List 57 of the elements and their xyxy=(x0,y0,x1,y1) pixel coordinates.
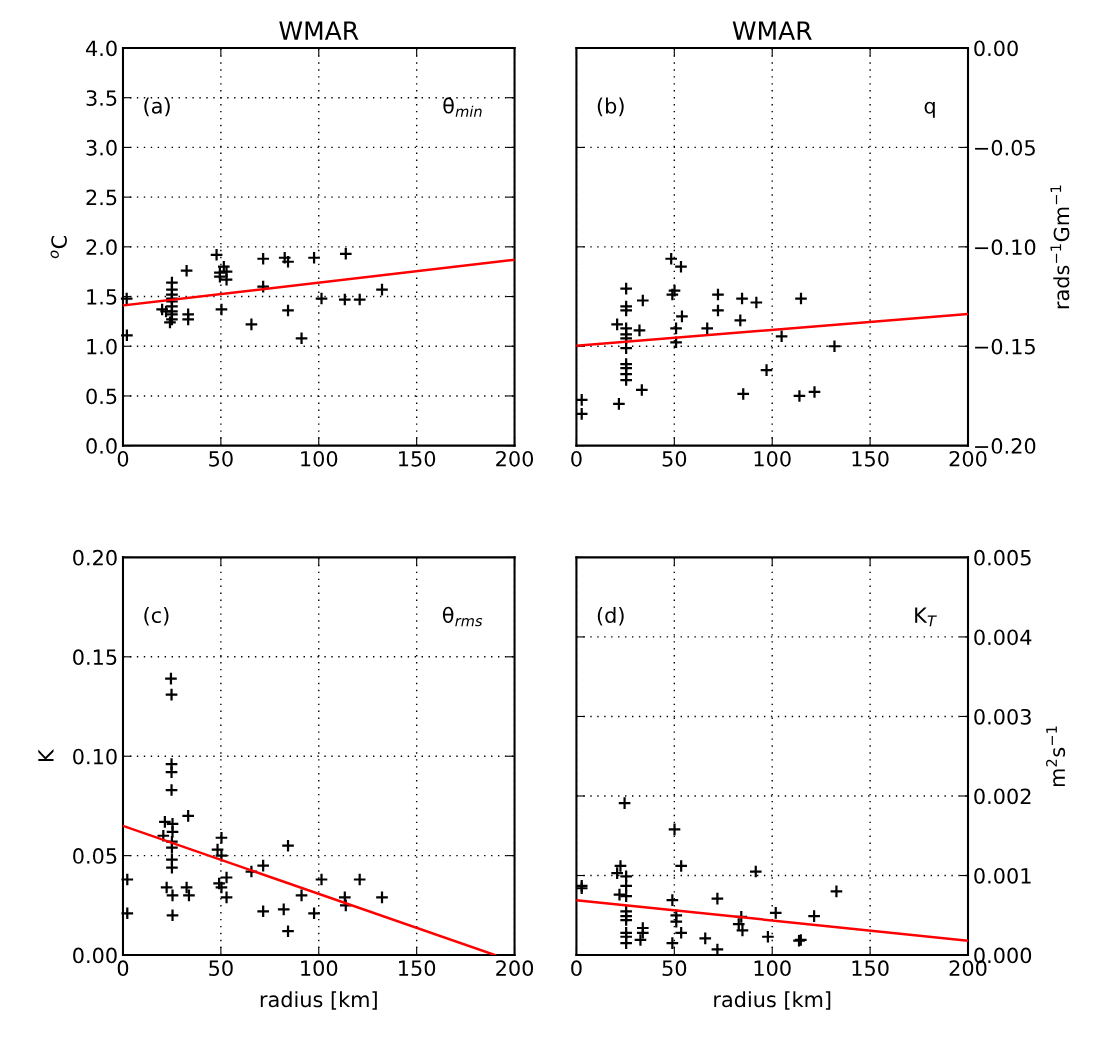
x-tick-label: 0 xyxy=(117,960,129,977)
x-tick-label: 0 xyxy=(117,450,129,467)
x-tick-label: 200 xyxy=(496,960,534,977)
y-tick-label: 1.0 xyxy=(87,338,117,355)
annotation: (b) xyxy=(597,97,624,117)
y-tick-label: 4.0 xyxy=(86,40,117,57)
x-tick-label: 100 xyxy=(754,450,791,467)
y2-axis-title: rads$^{−1}$Gm$^{−1}$ xyxy=(1050,185,1070,309)
x-axis-title: radius [km] xyxy=(714,991,831,1010)
y2-tick-label: 0.004 xyxy=(974,629,1032,646)
y2-tick-label: −0.10 xyxy=(975,239,1036,256)
x-tick-label: 100 xyxy=(301,960,338,977)
y2-tick-label: 0.002 xyxy=(974,788,1031,805)
y-axis-title: $^{o}$C xyxy=(50,235,67,259)
x-tick-label: 150 xyxy=(852,450,889,467)
annotation: θ$_{min}$ xyxy=(443,97,482,117)
y-tick-label: 0.10 xyxy=(73,748,117,765)
annotation: θ$_{rms}$ xyxy=(442,606,483,627)
y-tick-label: 0.5 xyxy=(86,388,117,405)
y-tick-label: 0.15 xyxy=(73,649,117,666)
y-tick-label: 0.00 xyxy=(73,947,117,964)
chart-title: WMAR xyxy=(279,21,359,40)
y-tick-label: 0.0 xyxy=(86,438,117,454)
y-tick-label: 1.5 xyxy=(87,289,117,305)
y2-tick-label: 0.003 xyxy=(974,708,1031,725)
x-tick-label: 150 xyxy=(852,960,889,977)
y2-tick-label: 0.005 xyxy=(974,549,1031,566)
y2-tick-label: −0.15 xyxy=(975,338,1035,355)
x-tick-label: 150 xyxy=(399,960,436,977)
y2-tick-label: 0.00 xyxy=(974,40,1018,57)
x-tick-label: 100 xyxy=(754,960,791,977)
x-tick-label: 50 xyxy=(209,960,233,977)
y-tick-label: 0.20 xyxy=(73,549,117,566)
y2-tick-label: −0.05 xyxy=(975,139,1035,156)
x-axis-title: radius [km] xyxy=(260,991,377,1010)
y-tick-label: 0.05 xyxy=(73,848,117,864)
x-tick-label: 100 xyxy=(301,450,338,467)
annotation: K$_{T}$ xyxy=(915,607,937,627)
x-tick-label: 0 xyxy=(571,960,582,977)
y-tick-label: 2.0 xyxy=(86,239,117,256)
y2-axis-title: m$^{2}$s$^{−1}$ xyxy=(1046,726,1066,787)
annotation: (a) xyxy=(144,97,170,117)
x-tick-label: 150 xyxy=(399,450,436,467)
annotation: q xyxy=(924,101,935,118)
y-tick-label: 2.5 xyxy=(86,189,117,206)
annotation: (c) xyxy=(144,606,169,626)
x-tick-label: 200 xyxy=(496,450,534,467)
x-tick-label: 50 xyxy=(209,450,233,467)
x-tick-label: 50 xyxy=(662,960,687,977)
y-tick-label: 3.5 xyxy=(86,90,117,106)
y-tick-label: 3.0 xyxy=(86,139,117,156)
x-tick-label: 0 xyxy=(571,450,582,467)
y2-tick-label: 0.001 xyxy=(974,867,1031,884)
annotation: (d) xyxy=(597,606,624,626)
x-tick-label: 50 xyxy=(662,450,687,467)
chart-title: WMAR xyxy=(732,21,812,40)
y-axis-title: K xyxy=(38,748,54,762)
